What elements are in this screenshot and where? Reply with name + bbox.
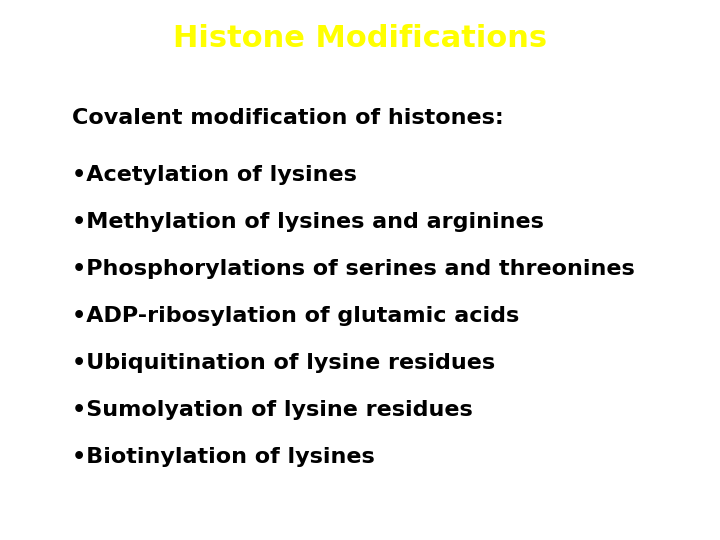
- Text: •Biotinylation of lysines: •Biotinylation of lysines: [72, 447, 374, 467]
- Text: Histone Modifications: Histone Modifications: [173, 24, 547, 53]
- Text: •Sumolyation of lysine residues: •Sumolyation of lysine residues: [72, 400, 473, 420]
- Text: •Ubiquitination of lysine residues: •Ubiquitination of lysine residues: [72, 353, 495, 373]
- Text: Covalent modification of histones:: Covalent modification of histones:: [72, 108, 504, 128]
- Text: •Acetylation of lysines: •Acetylation of lysines: [72, 165, 357, 185]
- Text: •Phosphorylations of serines and threonines: •Phosphorylations of serines and threoni…: [72, 259, 635, 279]
- Text: •ADP-ribosylation of glutamic acids: •ADP-ribosylation of glutamic acids: [72, 306, 519, 326]
- Text: •Methylation of lysines and arginines: •Methylation of lysines and arginines: [72, 212, 544, 232]
